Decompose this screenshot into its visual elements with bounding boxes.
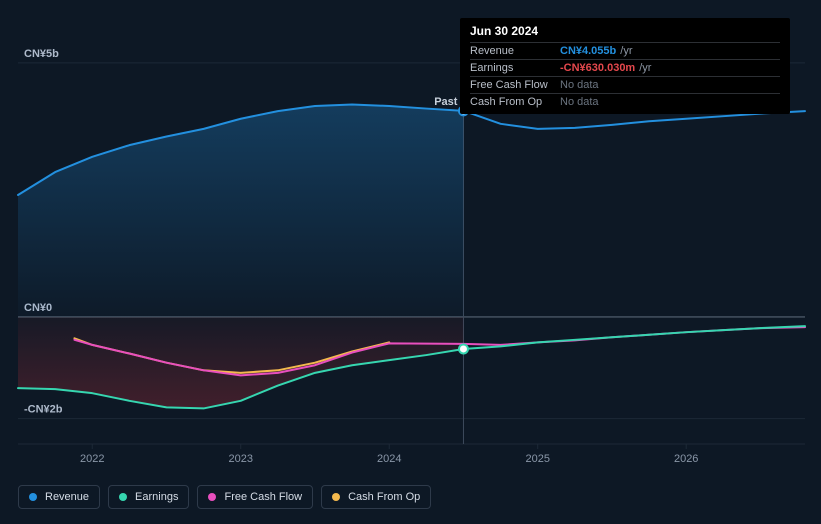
tooltip-metric-label: Earnings — [470, 62, 560, 74]
tooltip-no-data: No data — [560, 96, 599, 108]
financials-chart: CN¥5bCN¥0-CN¥2b20222023202420252026PastA… — [0, 0, 821, 524]
x-axis-label: 2022 — [80, 453, 104, 465]
x-axis-label: 2025 — [525, 453, 549, 465]
tooltip-unit: /yr — [639, 62, 651, 74]
legend-dot — [332, 493, 340, 501]
x-axis-label: 2026 — [674, 453, 698, 465]
x-axis-label: 2023 — [228, 453, 252, 465]
chart-legend: Revenue Earnings Free Cash Flow Cash From O… — [18, 485, 431, 509]
legend-label: Revenue — [45, 491, 89, 503]
legend-earnings[interactable]: Earnings — [108, 485, 189, 509]
tooltip-row: Cash From OpNo data — [470, 93, 780, 110]
past-label: Past — [434, 96, 458, 108]
legend-label: Cash From Op — [348, 491, 420, 503]
legend-label: Earnings — [135, 491, 178, 503]
x-axis-label: 2024 — [377, 453, 401, 465]
tooltip-metric-label: Free Cash Flow — [470, 79, 560, 91]
tooltip-metric-label: Revenue — [470, 45, 560, 57]
tooltip-metric-label: Cash From Op — [470, 96, 560, 108]
tooltip-row: Earnings-CN¥630.030m/yr — [470, 59, 780, 76]
revenue-area — [18, 104, 463, 316]
tooltip-row: Free Cash FlowNo data — [470, 76, 780, 93]
tooltip-row: RevenueCN¥4.055b/yr — [470, 42, 780, 59]
tooltip-value: CN¥4.055b — [560, 45, 616, 57]
legend-revenue[interactable]: Revenue — [18, 485, 100, 509]
hover-tooltip: Jun 30 2024 RevenueCN¥4.055b/yrEarnings-… — [460, 18, 790, 114]
legend-dot — [208, 493, 216, 501]
tooltip-value: -CN¥630.030m — [560, 62, 635, 74]
tooltip-no-data: No data — [560, 79, 599, 91]
earnings-area — [18, 317, 463, 408]
legend-label: Free Cash Flow — [224, 491, 302, 503]
y-axis-label: -CN¥2b — [24, 404, 63, 416]
legend-cash_from_op[interactable]: Cash From Op — [321, 485, 431, 509]
y-axis-label: CN¥5b — [24, 48, 59, 60]
tooltip-unit: /yr — [620, 45, 632, 57]
legend-free_cash_flow[interactable]: Free Cash Flow — [197, 485, 313, 509]
earnings-marker — [459, 344, 468, 353]
tooltip-date: Jun 30 2024 — [470, 24, 780, 42]
legend-dot — [29, 493, 37, 501]
legend-dot — [119, 493, 127, 501]
